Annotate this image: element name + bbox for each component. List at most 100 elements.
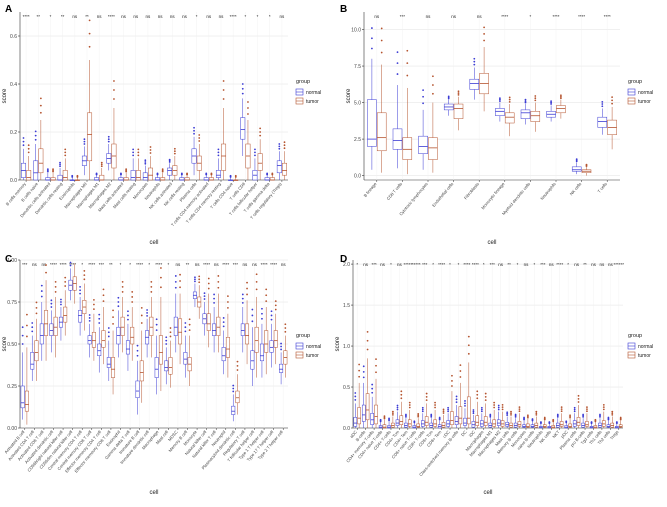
normal-outlier <box>50 302 53 305</box>
tumor-outlier <box>425 395 428 398</box>
tumor-outlier <box>358 375 361 378</box>
legend-entry-normal: normal <box>306 344 321 350</box>
significance-label: ns <box>146 14 152 19</box>
y-tick-label: 0.5 <box>343 385 350 391</box>
tumor-outlier <box>131 296 134 298</box>
significance-label: * <box>356 262 358 267</box>
tumor-box <box>216 316 221 336</box>
significance-label: * <box>449 262 451 267</box>
significance-label: ns <box>380 262 386 267</box>
tumor-box <box>399 415 404 425</box>
normal-box <box>392 128 403 150</box>
legend-entry-tumor: tumor <box>306 99 319 105</box>
tumor-outlier <box>493 404 496 406</box>
x-tick-label: Fibroblasts <box>463 181 480 200</box>
tumor-outlier <box>467 344 470 347</box>
significance-label: ns <box>42 262 48 267</box>
tumor-box <box>517 421 522 427</box>
significance-label: ** <box>37 14 41 19</box>
x-tick-label: MDSC <box>167 429 179 442</box>
normal-outlier <box>472 409 475 411</box>
tumor-outlier <box>169 331 172 334</box>
tumor-outlier <box>543 416 546 419</box>
significance-label: ns <box>97 14 103 19</box>
tumor-box <box>139 360 144 382</box>
significance-label: **** <box>501 14 508 19</box>
tumor-outlier <box>149 152 152 154</box>
normal-outlier <box>117 296 120 299</box>
tumor-outlier <box>366 339 369 342</box>
tumor-outlier <box>391 412 394 415</box>
tumor-outlier <box>594 418 597 421</box>
tumor-outlier <box>160 276 162 279</box>
normal-outlier <box>165 339 168 342</box>
significance-label: * <box>50 14 52 19</box>
tumor-outlier <box>83 270 86 272</box>
y-tick-label: 1.00 <box>7 258 17 264</box>
tumor-outlier <box>284 330 287 333</box>
tumor-outlier <box>207 282 210 285</box>
normal-outlier <box>615 421 618 423</box>
normal-outlier <box>40 284 43 287</box>
tumor-outlier <box>534 95 537 97</box>
y-tick-label: 0.25 <box>7 384 17 390</box>
normal-outlier <box>499 98 501 101</box>
tumor-outlier <box>113 80 115 82</box>
tumor-outlier <box>236 364 239 367</box>
tumor-outlier <box>442 412 445 414</box>
tumor-outlier <box>425 392 428 395</box>
significance-label: ns <box>451 14 457 19</box>
tumor-outlier <box>442 408 445 411</box>
tumor-outlier <box>179 273 181 276</box>
significance-label: ns <box>158 14 164 19</box>
tumor-outlier <box>88 45 91 48</box>
normal-outlier <box>83 143 86 145</box>
normal-outlier <box>362 370 365 373</box>
tumor-outlier <box>560 95 562 98</box>
tumor-outlier <box>131 291 134 293</box>
tumor-outlier <box>26 324 28 327</box>
normal-outlier <box>88 314 91 316</box>
normal-outlier <box>413 420 416 423</box>
significance-label: ns <box>176 262 182 267</box>
normal-outlier <box>136 354 139 357</box>
tumor-outlier <box>274 304 277 307</box>
normal-outlier <box>540 421 542 423</box>
tumor-box <box>593 425 598 429</box>
normal-outlier <box>60 303 62 306</box>
normal-outlier <box>396 406 399 409</box>
tumor-outlier <box>406 74 409 77</box>
normal-box <box>221 347 226 362</box>
tumor-outlier <box>83 274 86 277</box>
tumor-box <box>87 112 93 162</box>
normal-outlier <box>50 299 53 302</box>
tumor-outlier <box>535 412 538 415</box>
y-tick-label: 2.5 <box>354 137 361 143</box>
normal-outlier <box>601 100 604 103</box>
normal-outlier <box>601 105 604 108</box>
significance-label: *** <box>422 262 428 267</box>
normal-outlier <box>371 37 373 40</box>
significance-label: ns <box>206 14 212 19</box>
tumor-outlier <box>150 285 153 288</box>
tumor-outlier <box>64 151 67 154</box>
normal-box <box>572 420 577 427</box>
normal-outlier <box>270 318 273 321</box>
tumor-box <box>357 407 361 425</box>
normal-outlier <box>607 416 610 419</box>
normal-outlier <box>205 172 208 175</box>
tumor-outlier <box>227 295 229 298</box>
x-tick-label: CD8 T cells <box>386 181 404 201</box>
tumor-box <box>178 318 183 345</box>
normal-outlier <box>31 326 34 329</box>
significance-label: * <box>483 262 485 267</box>
tumor-outlier <box>391 410 394 413</box>
tumor-box <box>374 404 378 425</box>
significance-label: ns <box>219 14 225 19</box>
y-tick-label: 0.00 <box>7 426 17 432</box>
tumor-outlier <box>476 393 479 396</box>
normal-outlier <box>222 325 225 328</box>
normal-outlier <box>217 148 220 151</box>
tumor-outlier <box>45 271 47 274</box>
